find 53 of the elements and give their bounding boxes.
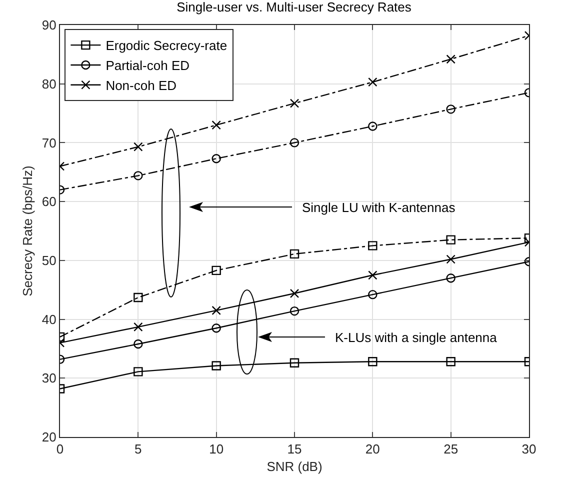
point	[290, 138, 300, 148]
point	[134, 171, 143, 180]
x-tick-label: 15	[287, 442, 302, 457]
x-tick-label: 5	[134, 442, 142, 457]
point	[446, 273, 456, 283]
legend-label: Partial-coh ED	[106, 58, 190, 74]
y-tick-label: 90	[42, 18, 56, 33]
point	[368, 77, 378, 87]
point	[290, 249, 300, 259]
point	[290, 98, 300, 108]
annotation: Single LU with K-antennas	[302, 200, 456, 215]
point	[212, 324, 221, 333]
point	[212, 306, 221, 316]
x-tick-label: 0	[56, 442, 64, 457]
point	[212, 266, 221, 276]
point	[368, 270, 378, 280]
y-tick-label: 50	[42, 252, 56, 268]
point	[134, 367, 143, 376]
point	[212, 120, 221, 130]
x-tick-label: 10	[209, 442, 224, 457]
point	[368, 290, 378, 300]
y-tick-label: 30	[42, 370, 56, 386]
point	[212, 154, 221, 164]
y-tick-label: 60	[42, 194, 56, 210]
point	[290, 306, 300, 316]
x-tick-label: 20	[365, 442, 380, 457]
point	[134, 322, 143, 332]
point	[446, 54, 456, 64]
x-axis-title: SNR (dB)	[266, 459, 322, 474]
x-tick-label: 30	[522, 442, 536, 457]
annotation: K-LUs with a single antenna	[335, 330, 498, 345]
y-tick-label: 20	[42, 430, 56, 445]
point	[446, 357, 456, 366]
point	[134, 292, 143, 302]
y-tick-label: 80	[42, 76, 56, 92]
y-tick-label: 70	[42, 135, 56, 150]
point	[368, 241, 378, 250]
point	[134, 339, 143, 349]
point	[290, 288, 300, 298]
chart-title: Single-user vs. Multi-user Secrecy Rates	[176, 0, 412, 15]
point	[446, 254, 456, 264]
y-axis-title: Secrecy Rate (bps/Hz)	[20, 166, 35, 296]
legend-label: Ergodic Secrecy-rate	[106, 38, 228, 54]
point	[290, 358, 300, 368]
point	[212, 361, 221, 370]
y-tick-label: 40	[42, 312, 56, 327]
point	[134, 142, 143, 152]
point	[446, 104, 456, 114]
legend-label: Non-coh ED	[106, 78, 177, 93]
x-tick-label: 25	[444, 442, 458, 457]
point	[446, 235, 456, 244]
point	[368, 122, 378, 131]
point	[368, 357, 378, 366]
